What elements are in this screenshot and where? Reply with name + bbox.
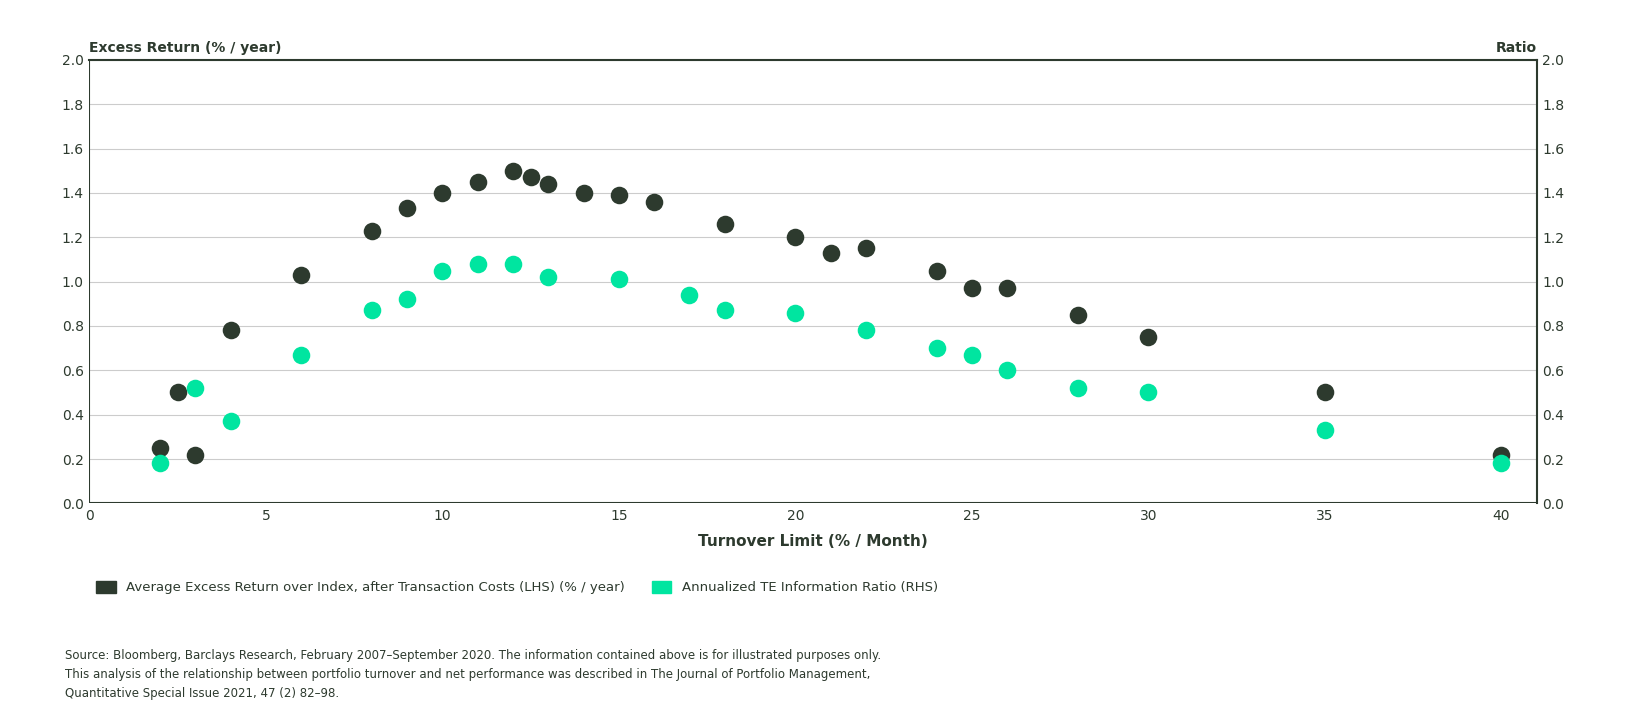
Point [218,325,244,336]
Point [1312,425,1338,436]
Point [676,289,702,301]
Point [182,382,208,394]
Point [818,247,844,258]
Point [465,258,491,270]
Point [782,232,808,243]
Point [782,307,808,318]
Point [993,365,1020,376]
Point [993,282,1020,294]
Point [1135,387,1161,398]
Point [854,243,880,254]
Point [393,203,420,214]
Point [393,294,420,305]
Point [359,225,385,237]
Point [164,387,190,398]
Text: Source: Bloomberg, Barclays Research, February 2007–September 2020. The informat: Source: Bloomberg, Barclays Research, Fe… [65,650,881,700]
Point [959,349,985,360]
Point [924,265,950,276]
Legend: Average Excess Return over Index, after Transaction Costs (LHS) (% / year), Annu: Average Excess Return over Index, after … [96,581,938,594]
X-axis label: Turnover Limit (% / Month): Turnover Limit (% / Month) [698,534,928,549]
Point [1135,332,1161,343]
Point [465,176,491,187]
Point [712,218,738,230]
Point [288,349,314,360]
Point [1312,387,1338,398]
Point [517,172,543,183]
Point [606,189,633,201]
Point [712,305,738,316]
Point [641,196,667,208]
Point [218,415,244,427]
Point [359,305,385,316]
Point [1488,449,1514,460]
Point [288,270,314,281]
Point [606,274,633,285]
Point [571,187,597,199]
Point [535,272,561,283]
Point [1065,309,1091,320]
Point [924,343,950,354]
Point [499,165,525,177]
Point [959,282,985,294]
Point [854,325,880,336]
Point [499,258,525,270]
Point [146,458,172,469]
Point [146,442,172,453]
Point [429,187,455,199]
Point [535,178,561,189]
Text: Ratio: Ratio [1496,42,1537,56]
Point [429,265,455,276]
Point [1488,458,1514,469]
Text: Excess Return (% / year): Excess Return (% / year) [89,42,281,56]
Point [1065,382,1091,394]
Point [182,449,208,460]
